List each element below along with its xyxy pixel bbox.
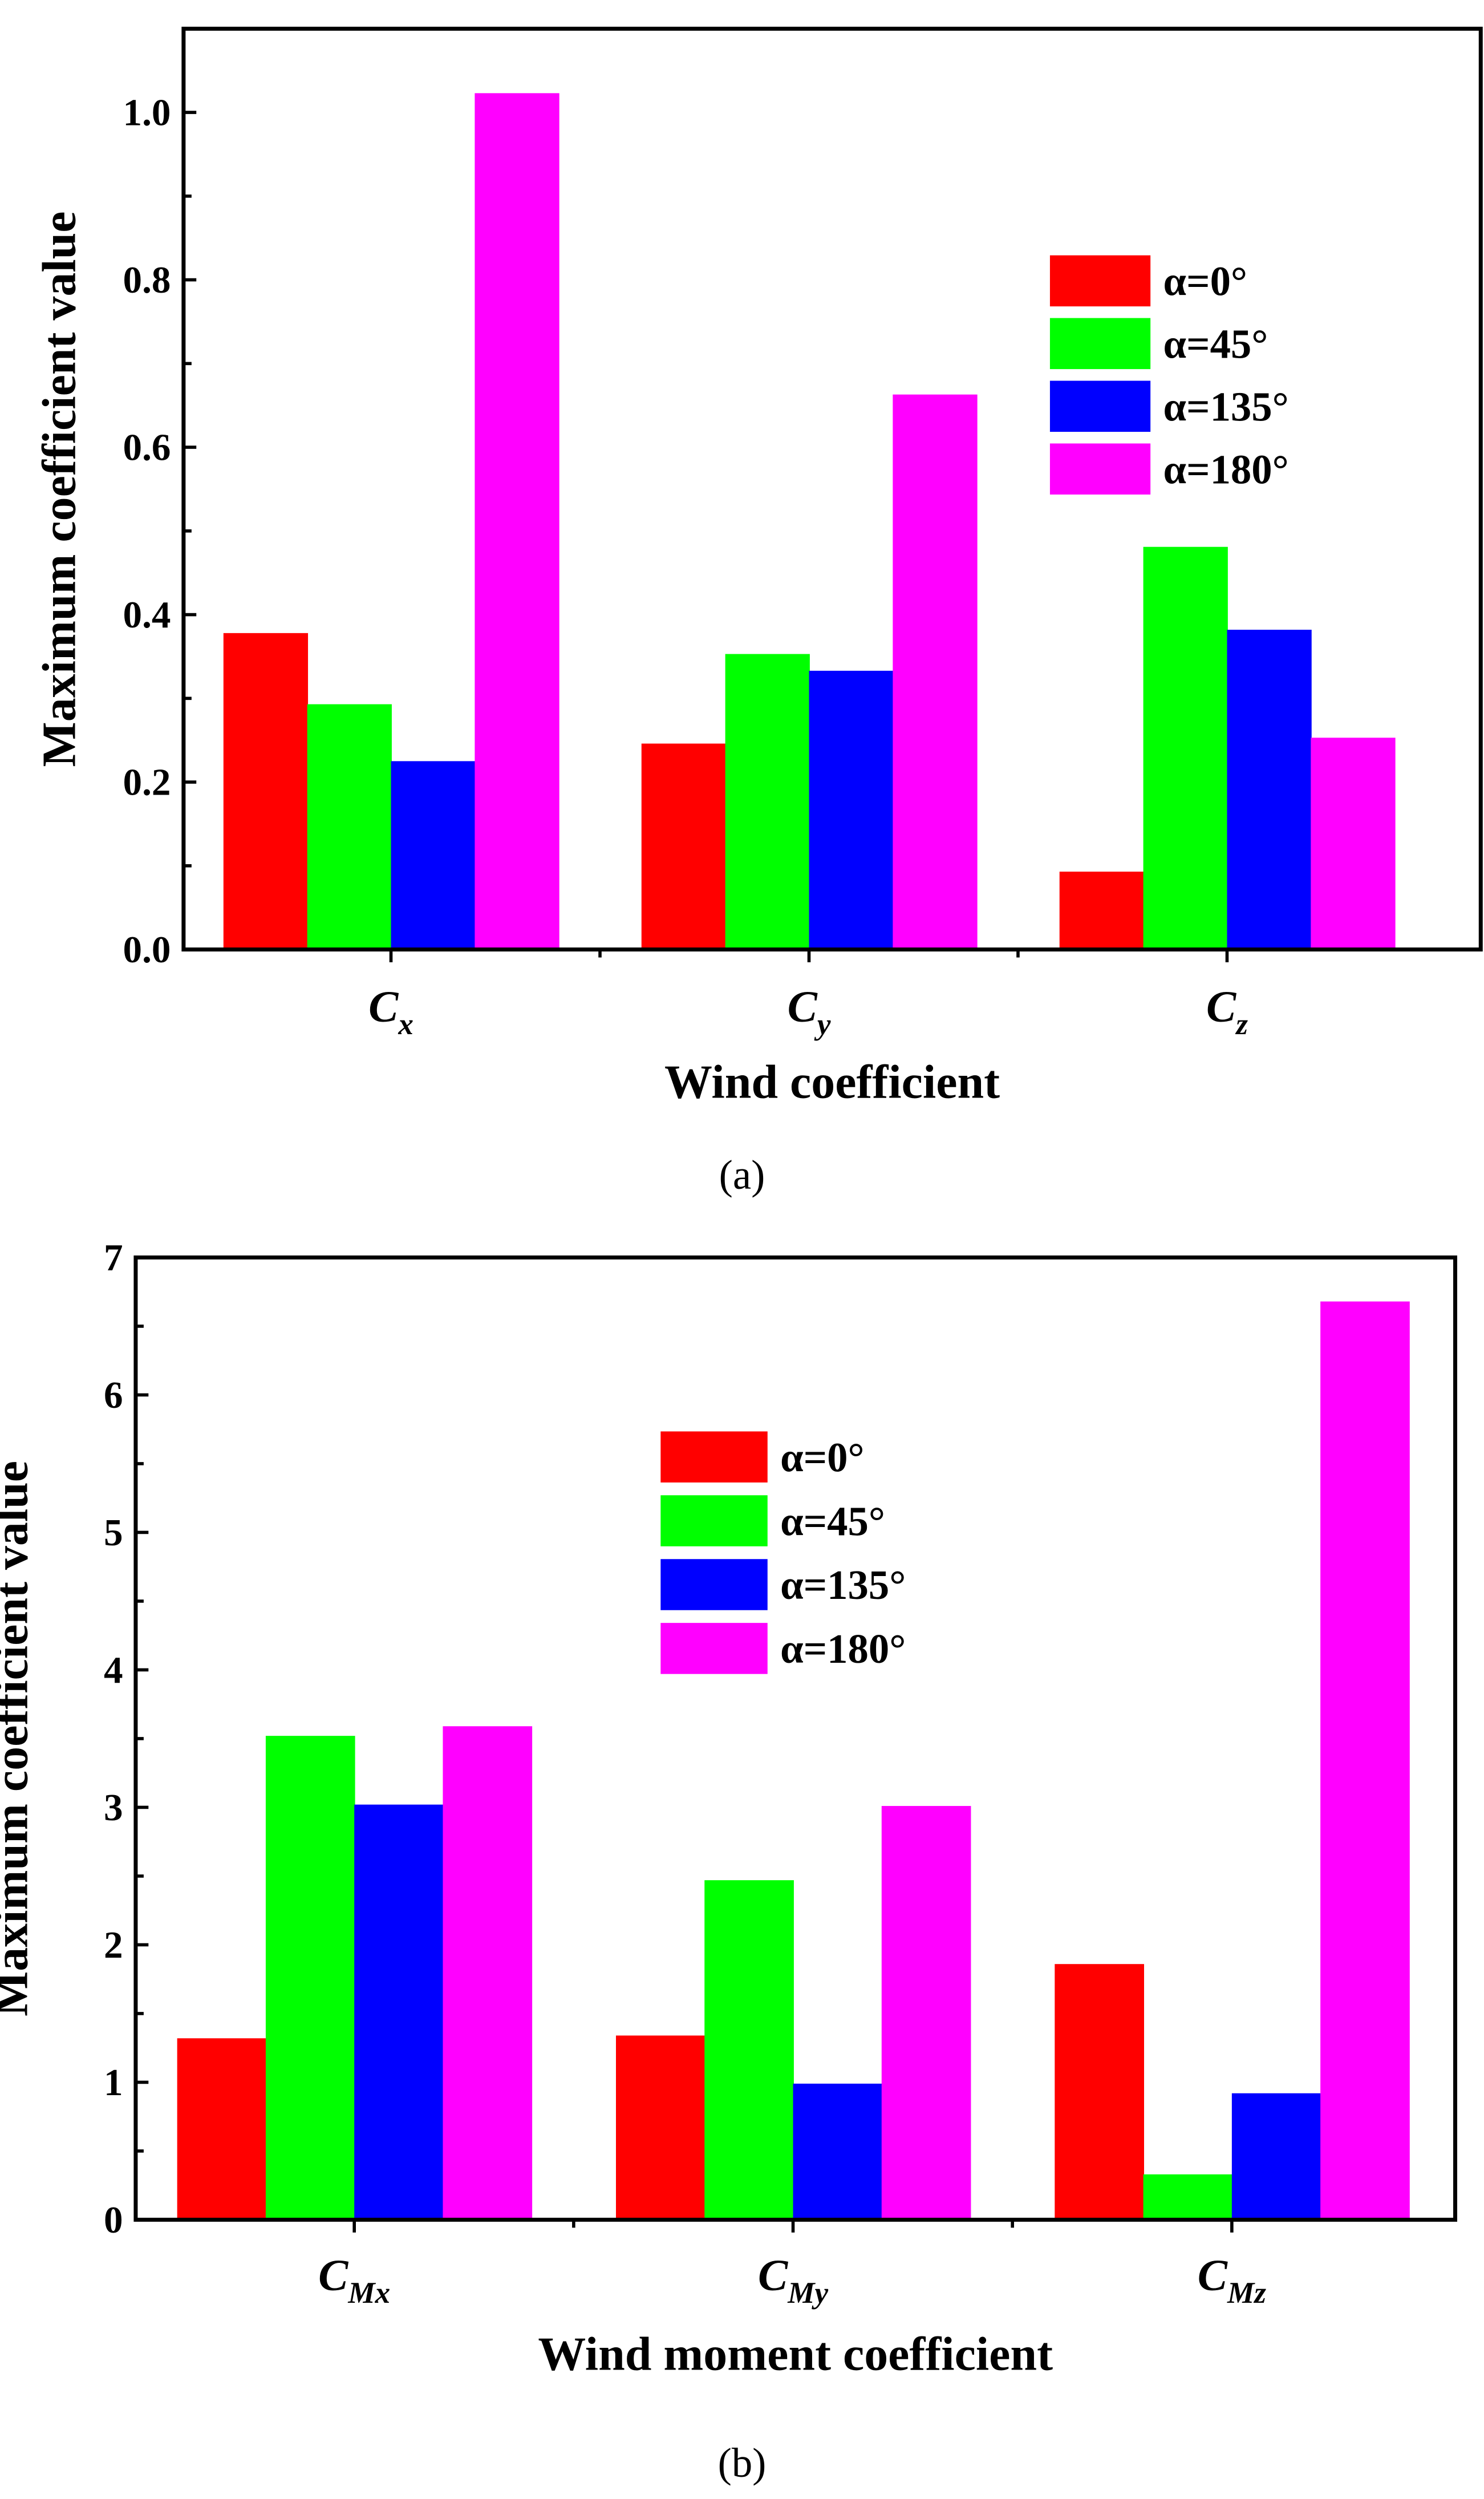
y-tick-label: 1 — [104, 2061, 123, 2104]
x-tick-label: Cy — [788, 981, 831, 1040]
y-tick-label: 0.8 — [123, 258, 171, 301]
bar-mx-series-0 — [177, 2038, 267, 2220]
legend-label: α=135° — [780, 1562, 906, 1608]
bar-mz-series-0 — [1055, 1964, 1144, 2220]
plot-frame — [181, 26, 1483, 952]
legend-swatch — [1049, 255, 1151, 307]
bar-x-series-2 — [391, 761, 476, 950]
bar-x-series-3 — [475, 93, 559, 950]
legend-swatch — [1049, 318, 1151, 370]
y-tick-label: 0.2 — [123, 760, 171, 803]
bar-y-series-2 — [809, 670, 894, 950]
legend-swatch — [660, 1431, 768, 1483]
bar-z-series-1 — [1143, 546, 1228, 950]
legend: α=0° α=45° α=135° α=180° — [1049, 255, 1289, 495]
legend-label: α=180° — [1163, 446, 1289, 492]
legend-label: α=0° — [780, 1434, 864, 1480]
x-tick-label-main: C — [1206, 981, 1236, 1031]
bar-x-series-1 — [307, 704, 392, 950]
y-axis-label: Maximum coefficient value — [0, 1461, 38, 2016]
y-tick-label: 7 — [104, 1236, 123, 1279]
legend: α=0° α=45° α=135° α=180° — [660, 1431, 906, 1674]
legend-swatch — [660, 1559, 768, 1610]
x-tick-label-main: C — [788, 981, 818, 1031]
bar-z-series-0 — [1059, 872, 1144, 950]
x-axis-label: Wind moment coefficient — [538, 2327, 1053, 2380]
legend-label: α=180° — [780, 1626, 906, 1672]
panel-caption: (a) — [719, 1152, 765, 1198]
x-tick-label-sub: z — [1235, 1008, 1248, 1041]
bar-mz-series-1 — [1143, 2174, 1233, 2220]
x-tick-label-sub: x — [398, 1008, 413, 1041]
bar-y-series-0 — [641, 743, 727, 950]
y-tick-label: 0.4 — [123, 593, 171, 636]
legend-swatch — [1049, 443, 1151, 495]
x-tick-label: CMy — [758, 2250, 829, 2310]
x-axis-label: Wind coefficient — [664, 1056, 1000, 1109]
x-tick-label: CMz — [1198, 2250, 1267, 2310]
legend-swatch — [660, 1623, 768, 1674]
legend-label: α=45° — [1163, 321, 1268, 367]
legend-label: α=135° — [1163, 383, 1289, 430]
y-tick-label: 3 — [104, 1786, 123, 1829]
y-tick-label: 4 — [104, 1649, 123, 1691]
y-tick-label: 2 — [104, 1923, 123, 1966]
panel-caption: (b) — [718, 2440, 767, 2486]
x-tick-label-sub: y — [814, 1008, 831, 1041]
bar-y-series-3 — [893, 394, 978, 950]
legend-label: α=0° — [1163, 258, 1247, 305]
legend-swatch — [660, 1495, 768, 1546]
x-tick-label-sub: My — [787, 2277, 828, 2310]
x-tick-label-main: C — [758, 2250, 788, 2300]
y-tick-label: 0.0 — [123, 928, 171, 971]
legend-label: α=45° — [780, 1498, 885, 1544]
x-tick-label: Cz — [1206, 981, 1248, 1040]
x-tick-label-main: C — [368, 981, 399, 1031]
bar-x-series-0 — [223, 633, 309, 950]
bar-mz-series-2 — [1231, 2093, 1321, 2220]
bar-my-series-1 — [704, 1880, 794, 2220]
bar-mx-series-3 — [443, 1726, 533, 2220]
bar-mx-series-1 — [265, 1736, 355, 2220]
y-axis-label: Maximum coefficient value — [33, 211, 86, 767]
y-tick-label: 0.6 — [123, 426, 171, 468]
x-tick-label-sub: Mx — [347, 2277, 390, 2310]
bar-mx-series-2 — [354, 1804, 444, 2220]
bar-my-series-3 — [881, 1806, 971, 2220]
y-tick-label: 5 — [104, 1511, 123, 1554]
bar-z-series-3 — [1311, 738, 1396, 950]
x-tick-label: Cx — [368, 981, 413, 1040]
y-tick-label: 1.0 — [123, 91, 171, 133]
legend-swatch — [1049, 380, 1151, 432]
x-tick-label-main: C — [318, 2250, 348, 2300]
x-tick-label-main: C — [1198, 2250, 1228, 2300]
y-tick-label: 0 — [104, 2198, 123, 2241]
bar-my-series-0 — [615, 2035, 705, 2220]
x-tick-label-sub: Mz — [1227, 2277, 1266, 2310]
bar-y-series-1 — [725, 654, 810, 950]
y-tick-label: 6 — [104, 1374, 123, 1416]
bar-mz-series-3 — [1320, 1301, 1410, 2220]
x-tick-label: CMx — [318, 2250, 390, 2310]
bar-my-series-2 — [793, 2083, 883, 2220]
bar-z-series-2 — [1227, 629, 1312, 950]
